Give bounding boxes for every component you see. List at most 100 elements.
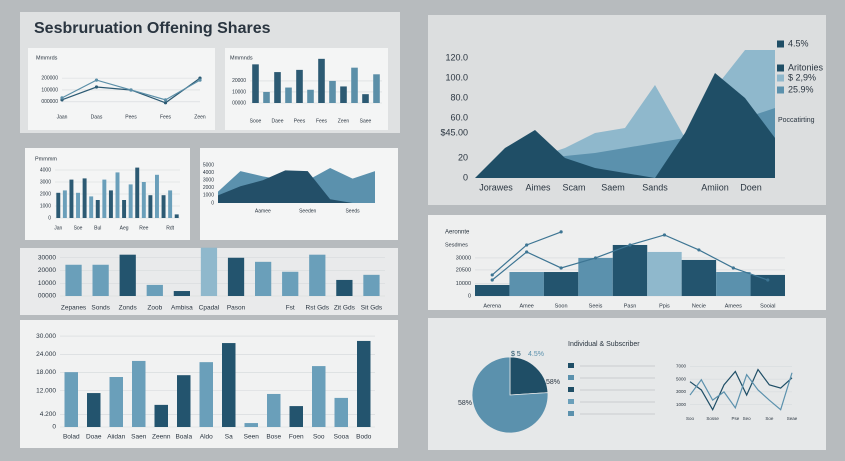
point	[697, 248, 701, 252]
bar	[363, 274, 380, 296]
area	[218, 170, 375, 203]
bar	[309, 254, 326, 296]
x-tick-label: Zeen	[194, 114, 206, 120]
legend-label: $ 2,9%	[788, 72, 816, 82]
legend-label: Aritonies	[788, 62, 824, 72]
x-tick-label: Pasn	[624, 303, 637, 309]
bar	[95, 200, 100, 218]
bar	[334, 397, 348, 427]
x-tick-label: Zoob	[147, 305, 162, 312]
point	[628, 243, 632, 247]
y-tick-label: 80.0	[450, 92, 468, 102]
x-tick-label: Aeg	[120, 225, 129, 231]
bar	[174, 214, 179, 218]
point	[60, 96, 64, 100]
x-tick-label: Necie	[692, 303, 706, 309]
x-tick-label: Zepanes	[61, 305, 87, 312]
y-tick-label: 100.0	[445, 72, 468, 82]
legend-swatch	[777, 86, 784, 94]
bar	[340, 86, 347, 103]
annotation: 58%	[458, 400, 472, 407]
bar	[141, 182, 146, 218]
y-tick-label: 00000	[232, 100, 246, 106]
x-tick-label: Aiidan	[107, 434, 125, 441]
y-tick-label: 0	[468, 293, 471, 299]
annotation: 58%	[546, 379, 560, 386]
swatch	[568, 363, 574, 368]
point	[163, 101, 168, 105]
y-tick-label: 4000	[40, 167, 51, 173]
y-tick-label: 20000	[38, 267, 56, 274]
area	[475, 73, 775, 178]
point	[198, 78, 202, 82]
x-tick-label: Sooe	[250, 118, 262, 124]
bar	[177, 375, 191, 427]
y-tick-label: 30.000	[36, 333, 56, 340]
bar	[128, 184, 133, 218]
legend-label: 4.5%	[788, 38, 809, 48]
x-tick-label: Sooa	[334, 434, 350, 441]
bar	[255, 261, 272, 296]
dashboard-title: Sesbruruation Offening Shares	[34, 20, 271, 37]
y-tick-label: 3000	[203, 178, 214, 184]
bar	[65, 264, 82, 296]
y-tick-label: 0	[211, 200, 214, 206]
x-tick-label: Seeis	[589, 303, 603, 309]
y-tick-label: 1000	[203, 193, 214, 199]
x-tick-label: Soe	[765, 416, 774, 421]
bar	[102, 179, 107, 218]
y-tick-label: 20	[458, 152, 468, 162]
panel	[225, 48, 388, 130]
y-tick-label: 7000	[676, 364, 687, 369]
x-tick-label: Ppis	[659, 303, 670, 309]
x-tick-label: Jorawes	[479, 182, 513, 192]
point	[129, 88, 133, 92]
bar	[227, 257, 245, 296]
y-tick-label: 3000	[676, 389, 687, 394]
legend-swatch	[777, 64, 784, 72]
annotation: 4.5%	[528, 351, 544, 358]
point	[94, 78, 99, 82]
swatch	[568, 387, 574, 392]
y-tick-label: 000000	[41, 99, 58, 105]
bar	[146, 284, 163, 296]
bar	[161, 195, 166, 218]
chart-title: Pmmmm	[35, 156, 57, 162]
bar	[267, 393, 281, 427]
x-tick-label: Bose	[266, 434, 281, 441]
bar	[76, 192, 80, 218]
swatch	[568, 375, 574, 380]
bar	[168, 190, 173, 218]
bar	[62, 190, 67, 218]
x-tick-label: Seeds	[345, 208, 360, 214]
bar	[750, 274, 785, 296]
x-tick-label: Soo	[313, 434, 325, 441]
y-tick-label: 12.000	[36, 387, 56, 394]
bar	[222, 343, 236, 427]
x-tick-label: Fst	[286, 305, 295, 312]
x-tick-label: Daee	[272, 118, 284, 124]
chart-title: Mmmnds	[230, 55, 253, 61]
point	[731, 266, 735, 270]
point	[662, 233, 667, 237]
bar	[289, 406, 303, 427]
chart-title: Mmmrds	[36, 55, 58, 61]
y-tick-label: 20500	[456, 267, 471, 273]
x-tick-label: Daas	[91, 114, 103, 120]
y-tick-label: 2000	[40, 191, 51, 197]
y-tick-label: 200000	[41, 75, 58, 81]
x-tick-label: Fees	[316, 118, 328, 124]
pie-legend-list	[568, 363, 655, 416]
y-tick-label: 0	[48, 215, 51, 221]
bar	[307, 89, 314, 103]
x-tick-label: Pse	[731, 416, 739, 421]
point	[525, 243, 529, 247]
bar	[82, 178, 87, 218]
x-tick-label: Sosse	[706, 416, 719, 421]
bar	[199, 362, 213, 427]
bar	[200, 247, 218, 296]
x-tick-label: Saee	[360, 118, 372, 124]
bar	[475, 284, 510, 296]
y-tick-label: 10000	[38, 280, 56, 287]
y-tick-label: 5000	[676, 376, 687, 381]
